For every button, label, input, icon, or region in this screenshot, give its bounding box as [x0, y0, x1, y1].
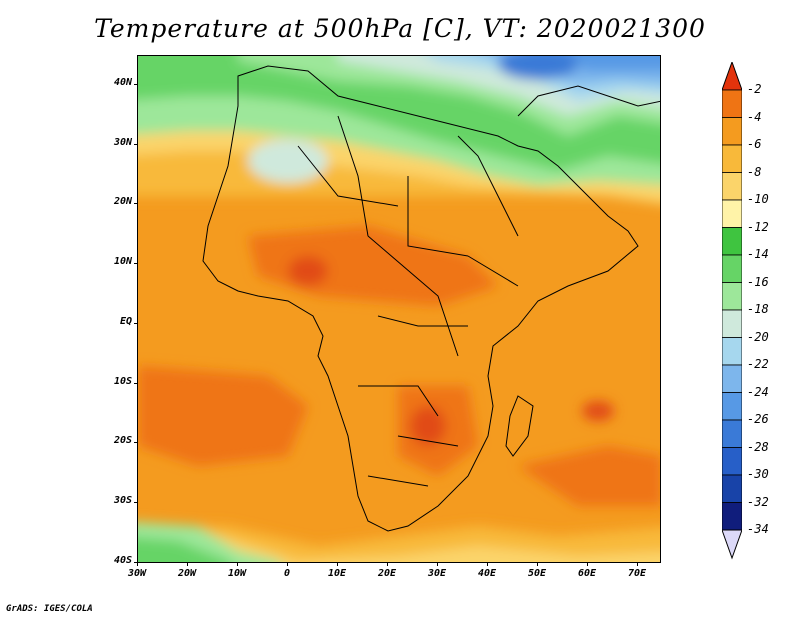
colorbar-label: -6	[747, 137, 762, 151]
colorbar-segment	[722, 227, 742, 256]
lat-label: 20S	[113, 435, 132, 447]
lat-tick	[134, 382, 138, 384]
lon-tick	[387, 562, 388, 566]
lat-tick	[134, 501, 138, 503]
lon-label: 20E	[377, 568, 397, 579]
lat-tick	[134, 203, 138, 205]
colorbar-segment	[722, 447, 742, 476]
colorbar-segment	[722, 117, 742, 146]
colorbar-label: -14	[747, 247, 769, 261]
colorbar-segment	[722, 392, 742, 421]
colorbar-label: -12	[747, 219, 769, 234]
colorbar-segment	[722, 144, 742, 173]
lon-label: 30E	[427, 568, 447, 579]
lon-label: 70E	[627, 568, 647, 579]
lon-tick	[137, 562, 138, 566]
colorbar-label: -8	[747, 164, 762, 179]
colorbar-segment	[722, 474, 742, 503]
lat-tick	[134, 84, 138, 85]
colorbar-label: -24	[747, 384, 769, 399]
colorbar-label: -22	[747, 357, 769, 371]
colorbar-segment	[722, 254, 742, 283]
colorbar-label: -16	[747, 274, 769, 289]
colorbar-over-triangle	[722, 62, 742, 91]
colorbar-segment	[722, 502, 742, 531]
lon-label: 40E	[477, 568, 497, 579]
lon-label: 30W	[127, 568, 147, 579]
lon-tick	[587, 562, 588, 566]
colorbar-segment	[722, 309, 742, 338]
lat-label: 30S	[113, 494, 132, 506]
lon-tick	[187, 562, 188, 566]
lat-tick	[134, 322, 138, 324]
colorbar-segment	[722, 282, 742, 311]
lat-label: 30N	[113, 136, 132, 148]
colorbar-label: -32	[747, 494, 769, 509]
colorbar-segment	[722, 337, 742, 366]
lon-label: 10W	[227, 568, 247, 579]
colorbar-under-triangle	[722, 529, 742, 560]
colorbar-label: -4	[747, 109, 762, 124]
lat-tick	[134, 263, 138, 265]
lat-tick	[134, 143, 138, 145]
lon-tick	[487, 562, 488, 566]
lat-label: EQ	[119, 315, 132, 327]
chart-title: Temperature at 500hPa [C], VT: 202002130…	[94, 14, 706, 43]
lat-tick	[134, 561, 138, 563]
coastlines	[202, 65, 660, 532]
lat-label: 10N	[113, 256, 132, 268]
colorbar-segment	[722, 172, 742, 201]
colorbar-label: -30	[747, 467, 769, 481]
lat-label: 20N	[113, 196, 132, 208]
lon-tick	[237, 562, 238, 566]
colorbar-segment	[722, 199, 742, 228]
colorbar-label: -34	[747, 522, 769, 536]
temperature-map	[137, 55, 661, 563]
colorbar	[722, 62, 742, 560]
lat-tick	[134, 442, 138, 444]
lon-label: 20W	[177, 568, 197, 579]
colorbar-label: -2	[747, 82, 762, 96]
lon-tick	[287, 562, 288, 566]
lon-label: 50E	[527, 568, 547, 579]
colorbar-label: -28	[747, 439, 769, 454]
colorbar-label: -26	[747, 412, 769, 426]
colorbar-segment	[722, 419, 742, 448]
lon-label: 60E	[577, 568, 597, 579]
lon-tick	[337, 562, 338, 566]
lon-tick	[637, 562, 638, 566]
colorbar-label: -18	[747, 302, 769, 316]
colorbar-label: -20	[747, 329, 769, 344]
lon-label: 10E	[327, 568, 347, 579]
colorbar-segment	[722, 364, 742, 393]
lat-label: 40N	[113, 77, 132, 88]
lon-label: 0	[283, 568, 291, 579]
temperature-field	[138, 56, 660, 562]
lat-label: 40S	[113, 554, 132, 566]
colorbar-segment	[722, 89, 742, 118]
grads-credit: GrADS: IGES/COLA	[6, 604, 93, 614]
lat-label: 10S	[113, 375, 132, 387]
colorbar-label: -10	[747, 192, 769, 206]
lon-tick	[537, 562, 538, 566]
lon-tick	[437, 562, 438, 566]
